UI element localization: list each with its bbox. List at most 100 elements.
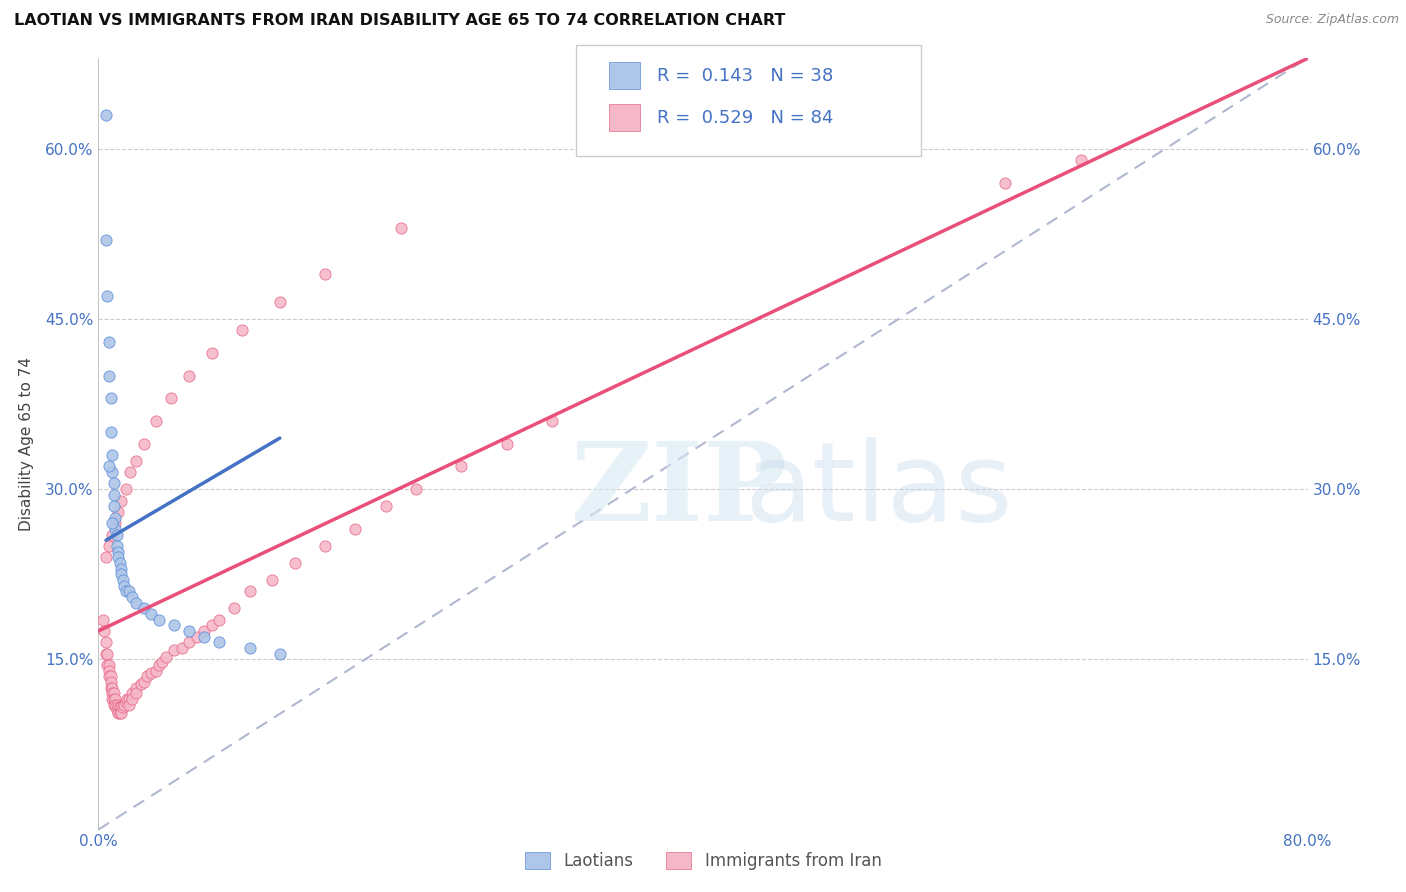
- Point: [132, 436, 155, 450]
- Point: [104, 698, 127, 712]
- Point: [120, 465, 142, 479]
- Point: [121, 590, 143, 604]
- Point: [145, 414, 167, 428]
- Point: [148, 658, 170, 673]
- Point: [201, 618, 224, 632]
- Point: [155, 650, 177, 665]
- Point: [208, 635, 231, 649]
- Point: [93, 624, 115, 638]
- Point: [98, 334, 121, 349]
- Point: [101, 516, 124, 531]
- Point: [148, 613, 170, 627]
- Text: Source: ZipAtlas.com: Source: ZipAtlas.com: [1265, 13, 1399, 27]
- Point: [150, 655, 173, 669]
- Y-axis label: Disability Age 65 to 74: Disability Age 65 to 74: [18, 357, 34, 531]
- Point: [115, 692, 138, 706]
- Point: [495, 436, 517, 450]
- Point: [450, 459, 472, 474]
- Point: [170, 640, 193, 655]
- Point: [314, 267, 336, 281]
- Point: [160, 392, 183, 406]
- Point: [96, 658, 118, 673]
- Point: [107, 505, 129, 519]
- Point: [101, 448, 124, 462]
- Point: [125, 681, 148, 695]
- Point: [224, 601, 246, 615]
- Point: [114, 482, 136, 496]
- Point: [193, 624, 215, 638]
- Point: [103, 476, 125, 491]
- Point: [145, 664, 167, 678]
- Point: [100, 681, 122, 695]
- Point: [163, 618, 186, 632]
- Point: [239, 640, 262, 655]
- Point: [96, 647, 118, 661]
- Point: [105, 698, 128, 712]
- Point: [104, 510, 127, 524]
- Point: [98, 664, 121, 678]
- Point: [101, 692, 124, 706]
- Point: [111, 700, 134, 714]
- Point: [110, 706, 132, 720]
- Point: [344, 522, 367, 536]
- Point: [104, 516, 127, 531]
- Point: [101, 465, 124, 479]
- Point: [186, 630, 208, 644]
- Point: [314, 539, 336, 553]
- Point: [100, 425, 122, 440]
- Point: [132, 601, 155, 615]
- Point: [389, 221, 412, 235]
- Text: R =  0.529   N = 84: R = 0.529 N = 84: [657, 109, 832, 127]
- Point: [262, 573, 284, 587]
- Point: [105, 527, 128, 541]
- Point: [103, 686, 125, 700]
- Point: [193, 630, 215, 644]
- Point: [103, 692, 125, 706]
- Point: [100, 675, 122, 690]
- Point: [94, 635, 117, 649]
- Point: [141, 607, 163, 621]
- Point: [107, 550, 129, 565]
- Point: [100, 669, 122, 683]
- Point: [114, 584, 136, 599]
- Point: [239, 584, 262, 599]
- Point: [94, 233, 117, 247]
- Point: [105, 539, 128, 553]
- Point: [1070, 153, 1092, 167]
- Point: [98, 368, 121, 383]
- Point: [208, 613, 231, 627]
- Point: [103, 499, 125, 513]
- Point: [105, 703, 128, 717]
- Point: [179, 624, 201, 638]
- Point: [103, 488, 125, 502]
- Legend: Laotians, Immigrants from Iran: Laotians, Immigrants from Iran: [517, 846, 889, 877]
- Point: [110, 567, 132, 582]
- Point: [112, 579, 135, 593]
- Point: [201, 346, 224, 360]
- Point: [98, 539, 121, 553]
- Text: atlas: atlas: [744, 436, 1012, 543]
- Text: R =  0.143   N = 38: R = 0.143 N = 38: [657, 67, 832, 85]
- Point: [104, 692, 127, 706]
- Point: [94, 550, 117, 565]
- Point: [101, 527, 124, 541]
- Point: [101, 681, 124, 695]
- Point: [110, 493, 132, 508]
- Point: [118, 584, 141, 599]
- Point: [163, 643, 186, 657]
- Text: ZIP: ZIP: [571, 436, 787, 543]
- Point: [121, 692, 143, 706]
- Point: [231, 323, 253, 337]
- Point: [129, 677, 152, 691]
- Point: [107, 544, 129, 558]
- Point: [98, 669, 121, 683]
- Point: [269, 647, 291, 661]
- Point: [179, 368, 201, 383]
- Point: [103, 698, 125, 712]
- Point: [118, 698, 141, 712]
- Point: [284, 556, 307, 570]
- Point: [540, 414, 562, 428]
- Point: [107, 706, 129, 720]
- Point: [98, 459, 121, 474]
- Point: [118, 692, 141, 706]
